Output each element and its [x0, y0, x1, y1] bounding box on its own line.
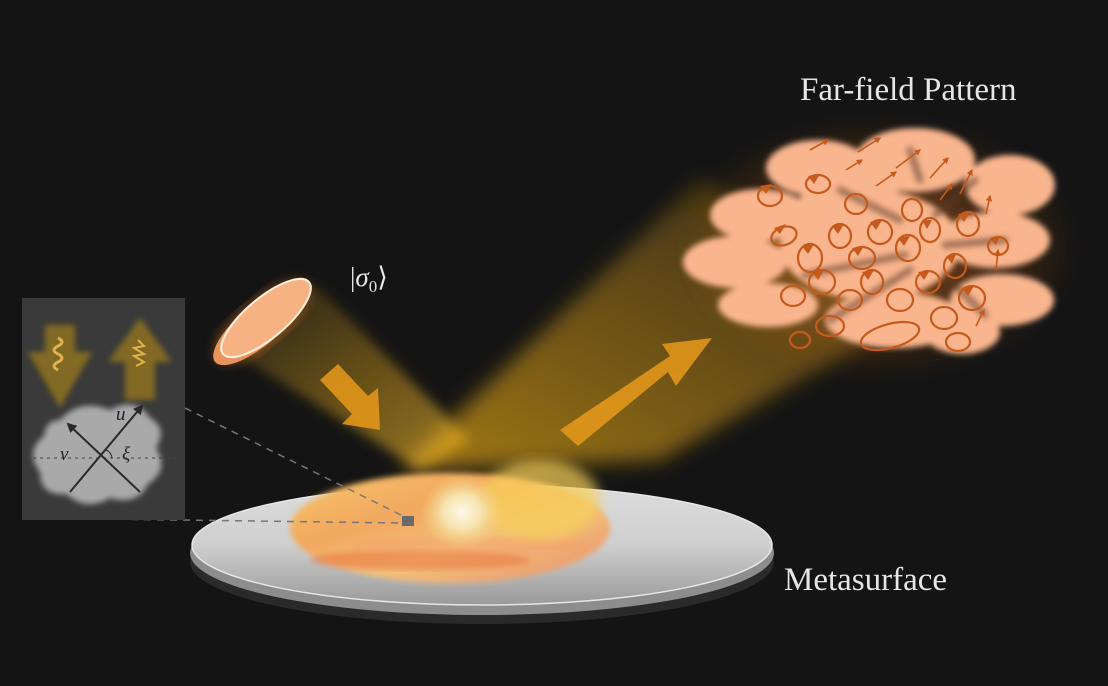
up-arrow-icon [108, 318, 172, 400]
v-axis-arrow [66, 422, 141, 493]
meta-atom-cloud [32, 404, 162, 505]
meta-atom-marker [402, 516, 414, 526]
state-subscript: 0 [368, 277, 378, 296]
ket-close: ⟩ [377, 262, 388, 292]
metasurface-label: Metasurface [784, 562, 948, 598]
axis-v-label: v [60, 444, 69, 465]
polarizer-disk [213, 277, 312, 366]
axis-u-label: u [116, 404, 126, 425]
ket-open: | [350, 262, 356, 292]
incident-arrow [320, 364, 380, 430]
state-symbol: σ [355, 262, 369, 292]
inset-panel [22, 298, 185, 520]
metasurface-disk [190, 460, 774, 624]
far-field-pattern [678, 118, 1078, 378]
down-arrow-icon [28, 325, 92, 408]
polarization-lines [809, 137, 1001, 327]
polarization-heads [760, 174, 1000, 296]
u-axis-arrow [69, 404, 144, 493]
incident-state-label: |σ0⟩ [350, 262, 388, 296]
reflected-arrow [560, 338, 712, 446]
far-field-label: Far-field Pattern [800, 72, 1017, 108]
inset-leader-bottom [104, 518, 403, 524]
inset-leader-top [184, 407, 406, 518]
axis-xi-label: ξ [122, 444, 131, 465]
beam-spot [420, 474, 504, 550]
